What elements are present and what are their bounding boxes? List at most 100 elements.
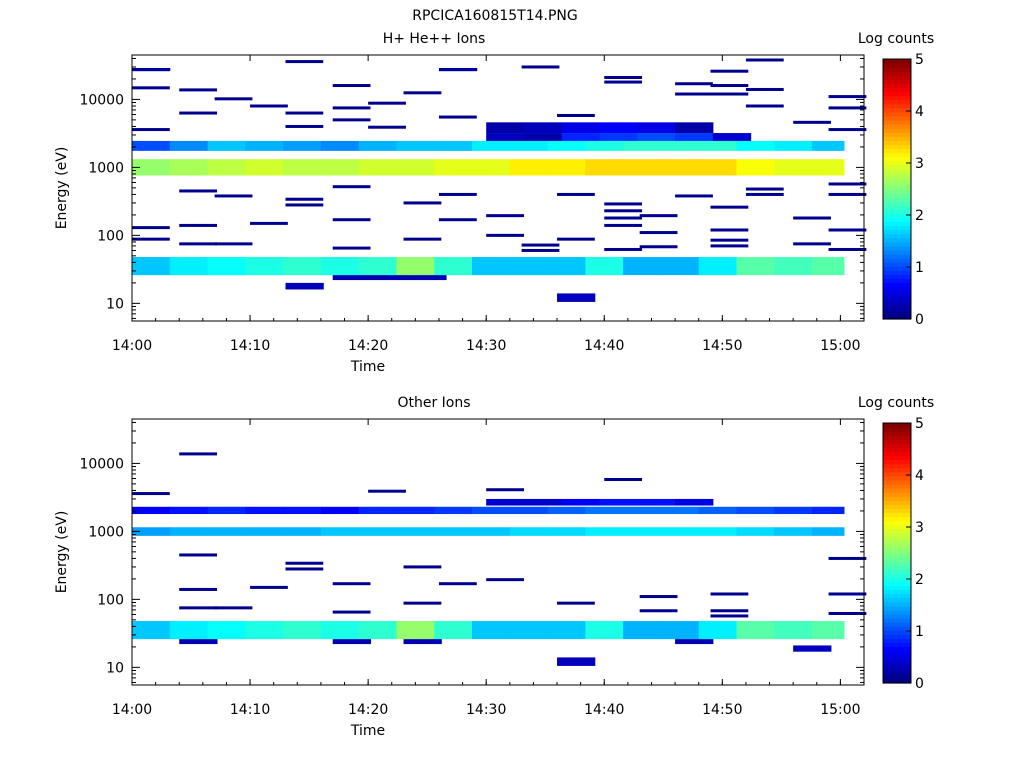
colorbar-segment bbox=[883, 95, 911, 101]
spectrogram-cell bbox=[358, 621, 397, 640]
colorbar-segment bbox=[883, 618, 911, 623]
colorbar-segment bbox=[883, 581, 911, 587]
spectrogram-cell bbox=[623, 140, 662, 151]
spectrogram-cell bbox=[623, 527, 662, 536]
spectrogram-line bbox=[745, 58, 784, 62]
colorbar-segment bbox=[883, 262, 911, 267]
colorbar-segment bbox=[883, 548, 911, 554]
plot-frame bbox=[131, 418, 865, 686]
colorbar-segment bbox=[883, 585, 911, 591]
spectrogram-cell bbox=[523, 122, 563, 134]
spectrogram-line bbox=[132, 237, 170, 241]
spectrogram-cell bbox=[660, 159, 700, 176]
spectrogram-cell bbox=[623, 621, 662, 640]
spectrogram-cell bbox=[403, 639, 442, 645]
spectrogram-line bbox=[639, 609, 678, 613]
spectrogram-cell bbox=[585, 506, 624, 515]
spectrogram-line bbox=[332, 185, 371, 189]
spectrogram-cell bbox=[599, 498, 638, 506]
spectrogram-line bbox=[745, 87, 784, 91]
spectrogram-line bbox=[179, 223, 218, 227]
colorbar-segment bbox=[883, 266, 911, 271]
colorbar-segment bbox=[883, 553, 911, 558]
y-tick-label: 1000 bbox=[88, 524, 124, 540]
spectrogram-cell bbox=[434, 621, 473, 640]
spectrogram-line bbox=[486, 488, 524, 492]
colorbar-segment bbox=[883, 642, 911, 648]
colorbar-segment bbox=[883, 136, 911, 141]
spectrogram-cell bbox=[812, 140, 845, 151]
colorbar-segment bbox=[883, 286, 911, 292]
spectrogram-cell bbox=[486, 133, 525, 141]
spectrogram-cell bbox=[408, 275, 447, 281]
colorbar-segment bbox=[883, 290, 911, 296]
spectrogram-line bbox=[828, 611, 867, 615]
x-tick-label: 14:40 bbox=[584, 338, 624, 354]
colorbar-segment bbox=[883, 646, 911, 652]
spectrogram-cell bbox=[637, 133, 676, 141]
y-tick-label: 1000 bbox=[88, 160, 124, 176]
colorbar-segment bbox=[883, 573, 911, 578]
spectrogram-cell bbox=[660, 621, 700, 640]
spectrogram-cell bbox=[774, 140, 813, 151]
y-tick-label: 100 bbox=[97, 592, 124, 608]
x-tick-label: 14:50 bbox=[702, 338, 742, 354]
colorbar-segment bbox=[883, 128, 911, 133]
x-tick-label: 15:00 bbox=[820, 702, 860, 718]
colorbar-segment bbox=[883, 662, 911, 668]
colorbar-segment bbox=[883, 488, 911, 493]
spectrogram-cell bbox=[736, 527, 775, 536]
spectrogram-cell bbox=[698, 527, 737, 536]
spectrogram-line bbox=[639, 245, 678, 249]
x-tick-label: 14:00 bbox=[112, 702, 152, 718]
spectrogram-cell bbox=[396, 159, 435, 176]
colorbar-tick-label: 3 bbox=[915, 520, 924, 536]
spectrogram-cell bbox=[557, 657, 596, 666]
spectrogram-cell bbox=[675, 122, 714, 134]
colorbar-segment bbox=[883, 678, 911, 684]
spectrogram-line bbox=[438, 582, 477, 586]
colorbar-segment bbox=[883, 423, 911, 428]
spectrogram-cell bbox=[736, 257, 775, 276]
colorbar-segment bbox=[883, 427, 911, 432]
spectrogram-cell bbox=[812, 527, 845, 536]
spectrogram-line bbox=[179, 88, 218, 92]
colorbar-segment bbox=[883, 79, 911, 84]
spectrogram-cell bbox=[245, 506, 284, 515]
spectrogram-cell bbox=[283, 527, 322, 536]
colorbar-segment bbox=[883, 666, 911, 672]
figure-title: RPCICA160815T14.PNG bbox=[412, 8, 577, 24]
colorbar-segment bbox=[883, 557, 911, 562]
spectrogram-line bbox=[828, 192, 867, 196]
spectrogram-cell bbox=[712, 133, 752, 141]
spectrogram-cell bbox=[547, 140, 586, 151]
spectrogram-cell bbox=[434, 159, 473, 176]
spectrogram-cell bbox=[736, 140, 775, 151]
spectrogram-cell bbox=[675, 498, 714, 506]
spectrogram-cell bbox=[660, 140, 700, 151]
spectrogram-cell bbox=[245, 159, 284, 176]
colorbar-segment bbox=[883, 601, 911, 607]
spectrogram-cell bbox=[472, 506, 511, 515]
spectrogram-cell bbox=[812, 257, 845, 276]
spectrogram-line bbox=[332, 218, 371, 222]
spectrogram-cell bbox=[547, 506, 586, 515]
colorbar-segment bbox=[883, 467, 911, 473]
spectrogram-line bbox=[179, 587, 218, 591]
spectrogram-line bbox=[521, 65, 560, 69]
spectrogram-cell bbox=[509, 140, 549, 151]
spectrogram-cell bbox=[207, 621, 246, 640]
spectrogram-line bbox=[557, 601, 595, 605]
colorbar-segment bbox=[883, 569, 911, 574]
colorbar-segment bbox=[883, 294, 911, 300]
spectrogram-cell bbox=[438, 67, 478, 72]
spectrogram-cell bbox=[332, 275, 371, 281]
colorbar-frame bbox=[882, 422, 912, 684]
spectrogram-line bbox=[214, 606, 253, 610]
colorbar-segment bbox=[883, 463, 911, 469]
spectrogram-cell bbox=[812, 159, 845, 176]
spectrogram-line bbox=[793, 120, 831, 124]
spectrogram-cell bbox=[523, 133, 563, 141]
colorbar-segment bbox=[883, 605, 911, 611]
